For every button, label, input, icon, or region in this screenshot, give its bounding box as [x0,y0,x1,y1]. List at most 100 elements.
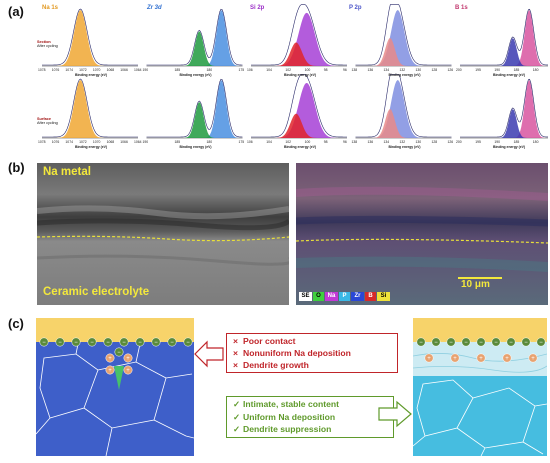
scale-bar-label: 10 μm [461,279,490,290]
xps-peak-na1s-row1-c1 [42,10,138,66]
eds-legend-na: Na [325,292,338,301]
na-ion-good-sign: + [427,356,431,362]
na-atom-good-sign: − [539,340,543,346]
xps-peak-zr3d-row1-c1 [146,10,243,67]
na-atom-good [521,337,531,347]
na-atom-good [461,337,471,347]
xps-axis-label-na1s-row1: Binding energy (eV) [75,72,108,77]
na-atom-good-sign: − [419,340,423,346]
na-ion-bad-sign: + [126,368,130,374]
xps-tick-na1s-row1: 1072 [79,67,87,72]
xps-tick-p2p-row1: 132 [399,67,406,72]
xps-envelope-si2p-row2 [251,74,347,138]
xps-tick-p2p-row1: 138 [351,67,358,72]
na-atom-good-sign: − [479,340,483,346]
na-atom-good [506,337,516,347]
xps-tick-na1s-row1: 1064 [134,67,142,72]
na-atom-bad-sign: − [74,340,78,346]
xps-tick-na1s-row2: 1066 [120,139,128,144]
xps-tick-b1s-row2: 200 [456,139,462,144]
na-ion-good-sign: + [531,356,535,362]
na-atom-bad [135,337,145,347]
xps-axis-label-zr3d-row1: Binding energy (eV) [179,72,212,77]
xps-tick-p2p-row2: 134 [383,139,390,144]
xps-tick-na1s-row2: 1068 [106,139,115,144]
good-item-3: ✓ Dendrite suppression [233,424,332,434]
xps-tick-p2p-row1: 128 [431,67,438,72]
xps-tick-si2p-row2: 96 [343,139,347,144]
na-atom-good-sign: − [464,340,468,346]
row-label-section-line1: Section [37,40,51,44]
xps-tick-si2p-row2: 104 [266,139,272,144]
sem-label-na-metal: Na metal [43,166,91,178]
xps-axis-label-b1s-row2: Binding energy (eV) [493,144,526,149]
na-ion-good [502,353,512,363]
schematic-good-drawing: − − − − − − − − − + + + + + [412,318,548,457]
xps-tick-na1s-row2: 1074 [65,139,73,144]
row-label-surface-line2: After cycling [37,121,58,126]
xps-tick-p2p-row2: 138 [351,139,358,144]
xps-tick-b1s-row2: 190 [494,139,501,144]
xps-tick-si2p-row1: 98 [323,67,328,72]
na-atom-bad-sign: − [90,340,94,346]
arrow-right-icon [378,400,412,428]
xps-peak-si2p-row1-c1 [251,12,347,67]
xps-tick-p2p-row2: 126 [447,139,454,144]
xps-peak-si2p-row2-c1 [251,83,347,138]
xps-axis-label-p2p-row1: Binding energy (eV) [388,72,421,77]
na-atom-bad-sign: − [138,340,142,346]
na-atom-bad-sign: − [117,350,121,356]
na-atom-good [446,337,456,347]
xps-tick-b1s-row1: 195 [475,67,481,72]
xps-peak-p2p-row2-c1 [355,80,452,138]
na-ion-bad [123,365,133,375]
xps-axis-label-p2p-row2: Binding energy (eV) [388,144,421,149]
na-atom-good [431,337,441,347]
xps-tick-na1s-row2: 1076 [51,139,60,144]
xps-tick-si2p-row2: 106 [247,139,253,144]
xps-tick-na1s-row2: 1078 [38,139,46,144]
xps-tick-b1s-row2: 180 [532,139,539,144]
xps-peak-p2p-row1-c1 [355,10,452,66]
xps-tick-zr3d-row1: 180 [206,67,213,72]
xps-tick-zr3d-row2: 175 [238,139,245,144]
xps-tick-na1s-row2: 1070 [92,139,101,144]
xps-tick-na1s-row1: 1070 [92,67,101,72]
xps-tick-b1s-row2: 185 [513,139,520,144]
xps-tick-na1s-row1: 1078 [38,67,46,72]
row-label-section: Section After cycling [37,40,58,49]
na-atom-bad [183,337,193,347]
xps-tick-na1s-row1: 1076 [51,67,60,72]
xps-tick-b1s-row2: 195 [475,139,481,144]
xps-axis-label-si2p-row2: Binding energy (eV) [284,144,317,149]
na-ion-bad-sign: + [126,356,130,362]
schematic-bad-interface: − − − − − − − − − − − + + + + [35,318,195,457]
xps-axis-label-zr3d-row2: Binding energy (eV) [179,144,212,149]
na-atom-bad [167,337,177,347]
na-atom-bad [71,337,81,347]
xps-tick-p2p-row1: 134 [383,67,390,72]
na-atom-good-sign: − [509,340,513,346]
xps-tick-si2p-row1: 96 [343,67,347,72]
na-ion-good [476,353,486,363]
xps-tick-si2p-row1: 104 [266,67,272,72]
sem-image: Na metal Ceramic electrolyte [37,163,289,305]
eds-map: 10 μm SE O Na P Zr B Si [296,163,548,305]
xps-title-b1s: B 1s [455,5,468,11]
eds-legend-zr: Zr [351,292,364,301]
xps-tick-na1s-row1: 1068 [106,67,115,72]
xps-envelope-na1s-row1 [42,8,138,66]
good-item-2: ✓ Uniform Na deposition [233,411,336,422]
xps-tick-si2p-row1: 102 [285,67,292,72]
xps-tick-zr3d-row1: 185 [174,67,181,72]
xps-tick-zr3d-row1: 190 [142,67,149,72]
na-atom-good [491,337,501,347]
xps-tick-b1s-row1: 180 [532,67,539,72]
xps-envelope-b1s-row1 [460,8,550,66]
row-label-section-line2: After cycling [37,44,58,49]
xps-tick-p2p-row2: 130 [415,139,422,144]
na-atom-bad [114,347,124,357]
good-outcomes-box: ✓ Intimate, stable content ✓ Uniform Na de… [226,396,394,438]
xps-tick-na1s-row2: 1064 [134,139,142,144]
xps-envelope-na1s-row2 [42,78,138,138]
